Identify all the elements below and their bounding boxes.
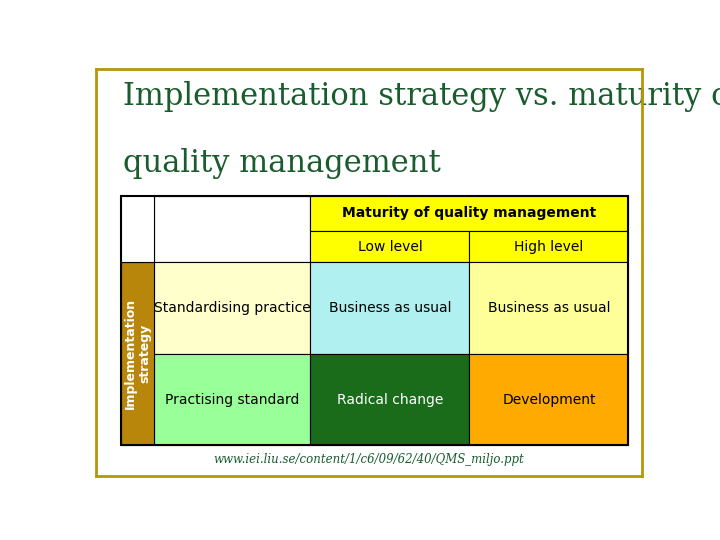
Bar bbox=[310, 231, 469, 262]
Text: Standardising practice: Standardising practice bbox=[154, 301, 310, 315]
Bar bbox=[121, 196, 629, 446]
Text: Low level: Low level bbox=[358, 240, 423, 254]
Bar bbox=[310, 196, 629, 231]
Text: High level: High level bbox=[514, 240, 584, 254]
Text: Radical change: Radical change bbox=[337, 393, 443, 407]
Bar bbox=[121, 196, 154, 262]
Bar bbox=[310, 354, 469, 445]
Text: Business as usual: Business as usual bbox=[487, 301, 611, 315]
Text: Maturity of quality management: Maturity of quality management bbox=[342, 206, 597, 220]
Text: Business as usual: Business as usual bbox=[328, 301, 451, 315]
Text: www.iei.liu.se/content/1/c6/09/62/40/QMS_miljo.ppt: www.iei.liu.se/content/1/c6/09/62/40/QMS… bbox=[214, 453, 524, 466]
Bar bbox=[469, 354, 629, 445]
Bar bbox=[154, 262, 310, 354]
Bar bbox=[469, 262, 629, 354]
Bar bbox=[121, 262, 154, 446]
Text: Practising standard: Practising standard bbox=[165, 393, 300, 407]
Bar bbox=[310, 262, 469, 354]
Text: quality management: quality management bbox=[124, 148, 441, 179]
Text: Development: Development bbox=[503, 393, 595, 407]
Bar bbox=[154, 354, 310, 445]
Text: Implementation strategy vs. maturity of: Implementation strategy vs. maturity of bbox=[124, 82, 720, 112]
Text: Implementation
strategy: Implementation strategy bbox=[123, 298, 151, 409]
Bar bbox=[469, 231, 629, 262]
Bar bbox=[154, 196, 310, 262]
